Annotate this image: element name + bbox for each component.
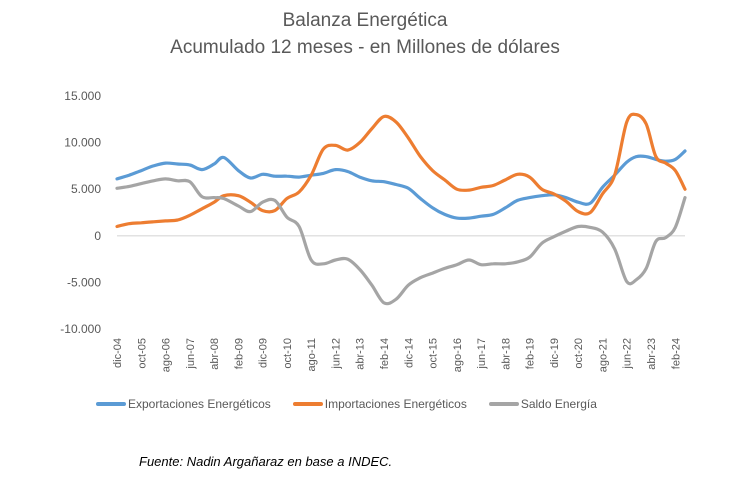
chart-subtitle: Acumulado 12 meses - en Millones de dóla… <box>170 37 560 58</box>
legend-item-exportaciones: Exportaciones Energéticos <box>96 397 271 411</box>
y-tick-label: 15.000 <box>64 89 101 103</box>
x-tick-label: dic-14 <box>403 338 415 368</box>
legend-label-exportaciones: Exportaciones Energéticos <box>128 397 271 411</box>
legend: Exportaciones Energéticos Importaciones … <box>96 397 619 411</box>
x-tick-label: abr-08 <box>209 338 221 370</box>
x-tick-label: feb-14 <box>379 338 391 369</box>
series-line-importaciones-energeticos <box>115 112 687 229</box>
x-tick-label: dic-04 <box>112 338 124 368</box>
x-tick-label: jun-22 <box>622 338 634 370</box>
x-tick-label: abr-23 <box>646 338 658 370</box>
legend-swatch-saldo <box>488 402 519 406</box>
x-tick-label: jun-17 <box>476 338 488 370</box>
legend-label-saldo: Saldo Energía <box>520 397 597 411</box>
x-tick-label: feb-24 <box>670 338 682 369</box>
chart-title: Balanza Energética <box>282 10 448 31</box>
y-axis: 15.000 10.000 5.000 0 -5.000 -10.000 <box>60 89 101 336</box>
x-axis: dic-04 oct-05 ago-06 jun-07 abr-08 feb-09 dic-… <box>112 338 682 372</box>
x-tick-label: dic-09 <box>258 338 270 368</box>
series-line-exportaciones-energeticos <box>115 149 687 221</box>
x-tick-label: ago-16 <box>452 338 464 372</box>
x-tick-label: dic-19 <box>549 338 561 368</box>
x-tick-label: jun-07 <box>185 338 197 370</box>
y-tick-label: 0 <box>94 229 101 243</box>
x-tick-label: ago-21 <box>597 338 609 372</box>
legend-swatch-exportaciones <box>96 402 126 406</box>
x-tick-label: abr-18 <box>500 338 512 370</box>
x-tick-label: ago-11 <box>306 338 318 371</box>
series-group <box>115 112 687 306</box>
x-tick-label: oct-05 <box>136 338 148 369</box>
x-tick-label: feb-19 <box>525 338 537 369</box>
x-tick-label: jun-12 <box>330 338 342 370</box>
x-tick-label: oct-15 <box>428 338 440 369</box>
x-tick-label: oct-20 <box>573 338 585 369</box>
y-tick-label: -5.000 <box>67 275 101 289</box>
y-tick-label: 5.000 <box>71 182 101 196</box>
y-tick-label: -10.000 <box>60 322 101 336</box>
legend-item-importaciones: Importaciones Energéticos <box>292 397 467 411</box>
source-note: Fuente: Nadin Argañaraz en base a INDEC. <box>139 454 393 469</box>
y-tick-label: 10.000 <box>64 136 101 150</box>
legend-swatch-importaciones <box>292 402 323 406</box>
x-tick-label: feb-09 <box>233 338 245 369</box>
x-tick-label: ago-06 <box>161 338 173 372</box>
x-tick-label: abr-13 <box>355 338 367 370</box>
x-tick-label: oct-10 <box>282 338 294 369</box>
series-line-saldo-energia <box>115 177 687 306</box>
legend-label-importaciones: Importaciones Energéticos <box>324 397 467 411</box>
legend-item-saldo: Saldo Energía <box>488 397 597 411</box>
